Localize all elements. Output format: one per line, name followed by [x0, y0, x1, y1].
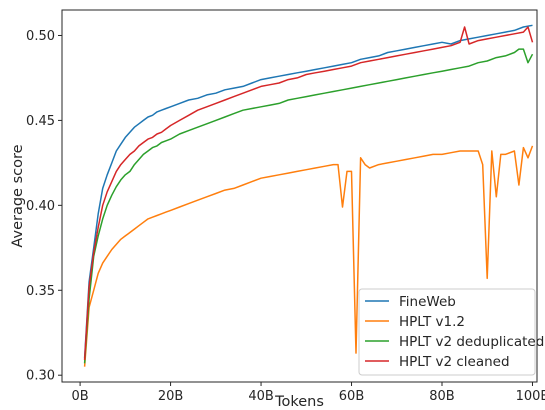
y-tick-label: 0.30 [26, 369, 55, 384]
x-tick-label: 40B [248, 389, 273, 404]
plot-frame [61, 9, 538, 383]
x-tick-label: 100B [516, 389, 545, 404]
x-axis-title: Tokens [274, 394, 324, 410]
x-tick-label: 0B [71, 389, 88, 404]
legend: FineWeb HPLT v1.2 HPLT v2 deduplicated HPLT… [358, 288, 544, 376]
y-axis-title: Average score [10, 144, 26, 247]
series-line-2 [83, 48, 534, 364]
y-tick-label: 0.45 [26, 114, 55, 129]
series-layer [83, 24, 534, 367]
y-tick-label: 0.35 [26, 284, 55, 299]
y-tick-label: 0.50 [26, 29, 55, 44]
x-tick-label: 20B [158, 389, 183, 404]
x-tick-label: 60B [339, 389, 364, 404]
legend-label: HPLT v1.2 [399, 314, 465, 330]
y-tick-label: 0.40 [26, 199, 55, 214]
legend-label: HPLT v2 cleaned [399, 354, 510, 370]
y-axis: 0.30 0.35 0.40 0.45 0.50 [26, 29, 62, 384]
series-line-3 [83, 26, 534, 360]
series-line-1 [83, 145, 534, 367]
legend-label: FineWeb [399, 294, 456, 310]
series-line-0 [83, 24, 533, 359]
legend-box [358, 288, 536, 376]
legend-label: HPLT v2 deduplicated [399, 334, 544, 350]
x-tick-label: 80B [429, 389, 454, 404]
x-axis: 0B 20B 40B 60B 80B 100B [71, 382, 545, 404]
